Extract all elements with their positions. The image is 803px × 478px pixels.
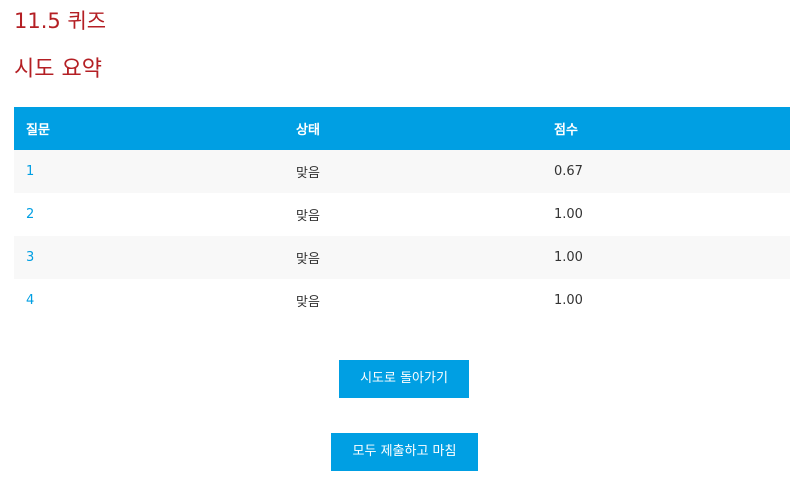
table-row: 3 맞음 1.00: [14, 236, 790, 279]
status-cell: 맞음: [284, 150, 542, 193]
question-link[interactable]: 4: [26, 293, 35, 308]
return-to-attempt-button[interactable]: 시도로 돌아가기: [339, 360, 469, 398]
question-cell: 3: [14, 236, 284, 279]
question-link[interactable]: 3: [26, 250, 35, 265]
table-row: 4 맞음 1.00: [14, 279, 790, 322]
table-header-row: 질문 상태 점수: [14, 107, 790, 150]
question-cell: 2: [14, 193, 284, 236]
status-cell: 맞음: [284, 193, 542, 236]
status-cell: 맞음: [284, 279, 542, 322]
attempt-summary-table: 질문 상태 점수 1 맞음 0.67 2 맞음 1.00 3 맞음 1.00 4…: [14, 107, 790, 322]
table-row: 1 맞음 0.67: [14, 150, 790, 193]
submit-all-and-finish-button[interactable]: 모두 제출하고 마침: [331, 433, 478, 471]
status-cell: 맞음: [284, 236, 542, 279]
summary-title: 시도 요약: [14, 57, 102, 82]
score-cell: 1.00: [542, 193, 790, 236]
header-status: 상태: [284, 107, 542, 150]
question-link[interactable]: 2: [26, 207, 35, 222]
score-cell: 1.00: [542, 279, 790, 322]
question-cell: 1: [14, 150, 284, 193]
header-question: 질문: [14, 107, 284, 150]
score-cell: 0.67: [542, 150, 790, 193]
table-row: 2 맞음 1.00: [14, 193, 790, 236]
quiz-title: 11.5 퀴즈: [14, 9, 107, 33]
score-cell: 1.00: [542, 236, 790, 279]
header-score: 점수: [542, 107, 790, 150]
question-cell: 4: [14, 279, 284, 322]
question-link[interactable]: 1: [26, 164, 35, 179]
